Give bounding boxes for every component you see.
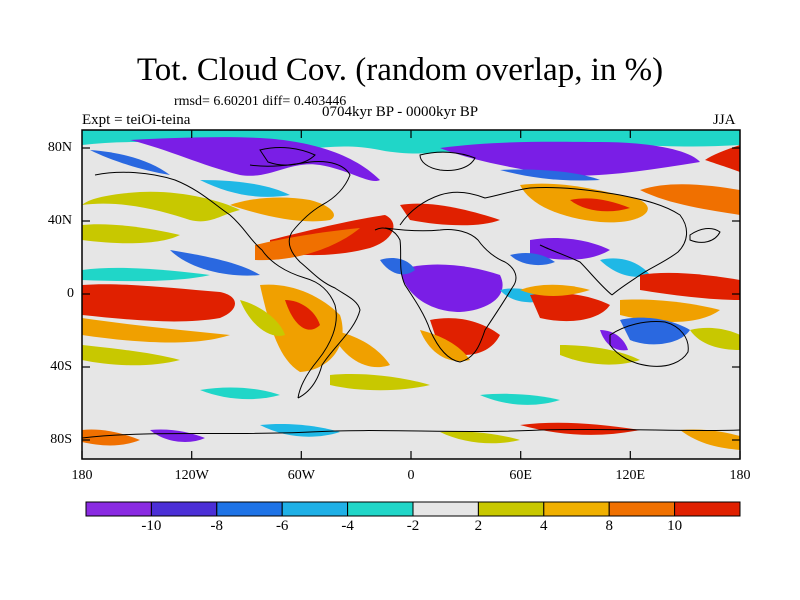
eurasia-coast (399, 186, 687, 296)
colorbar-swatch-3 (281, 501, 349, 517)
lat-label-80s: 80S (50, 432, 72, 447)
canada-cyan-patch (200, 180, 290, 197)
greenland-coast (259, 147, 316, 166)
antarctic-purple (150, 429, 205, 442)
north-equatorial-teal (82, 267, 210, 282)
colorbar-label-4: -2 (406, 518, 420, 534)
europe-red-patch (400, 203, 500, 226)
australia-purple (600, 330, 628, 351)
lon-label-60e: 60E (509, 468, 532, 483)
lon-label-120e: 120E (615, 468, 646, 483)
stats-line: rmsd= 6.60201 diff= 0.403446 (174, 94, 347, 109)
south-america-orange (260, 284, 343, 372)
colorbar-swatch-4 (347, 501, 414, 517)
colorbar-swatch-7 (543, 501, 610, 517)
south-america-yellow (240, 300, 285, 336)
lon-label-60w: 60W (287, 468, 315, 483)
southern-ocean-teal-1 (200, 387, 280, 400)
lat-label-40n: 40N (47, 213, 72, 228)
colorbar-label-8: 10 (667, 518, 683, 534)
colorbar (85, 501, 741, 517)
africa-coast (374, 227, 517, 363)
alaska-blue-patch (90, 150, 170, 175)
natl-darkorange-band (255, 228, 360, 261)
scandinavia-coast (419, 151, 476, 171)
americas-east-coast (249, 161, 361, 399)
colorbar-swatch-2 (216, 501, 283, 517)
coastlines (82, 147, 740, 439)
satl-yellow (330, 374, 430, 391)
lon-tick-marks (81, 130, 741, 459)
antarctic-darkorange-west (82, 429, 140, 446)
colorbar-swatch-8 (608, 501, 676, 517)
colorbar-swatch-1 (150, 501, 218, 517)
season-label: JJA (713, 112, 736, 128)
arabia-blue (510, 252, 555, 266)
sw-pacific-yellow (690, 327, 740, 350)
colorbar-label-6: 4 (540, 518, 548, 534)
equatorial-pacific-orange (82, 318, 230, 343)
se-asia-cyan (600, 258, 650, 277)
indian-ocean-red (530, 293, 610, 322)
lon-label-0: 0 (407, 468, 415, 483)
central-america-blue (170, 250, 260, 276)
colorbar-label-2: -6 (275, 518, 289, 534)
asia-red-patch (570, 198, 630, 212)
colorbar-swatch-9 (674, 501, 741, 517)
antarctic-cyan (260, 423, 340, 437)
southern-africa-orange (420, 330, 470, 362)
colorbar-swatch-0 (85, 501, 152, 517)
period-label: 0704kyr BP - 0000kyr BP (322, 104, 479, 120)
map-title: Tot. Cloud Cov. (random overlap, in %) (136, 52, 664, 88)
southern-ocean-teal-2 (480, 393, 560, 405)
satl-orange (330, 330, 390, 368)
npac-east-darkorange (640, 184, 740, 215)
sio-yellow (560, 345, 640, 365)
lat-label-40s: 40S (50, 359, 72, 374)
arctic-red-east (705, 145, 740, 172)
npac-west-yellow (82, 224, 180, 244)
lon-label-120w: 120W (174, 468, 209, 483)
indian-ocean-orange (520, 284, 590, 296)
colorbar-swatch-6 (477, 501, 545, 517)
colorbar-label-3: -4 (341, 518, 354, 534)
lon-label-180w: 180 (71, 468, 93, 483)
antarctic-yellow (440, 431, 520, 444)
west-africa-blue (380, 258, 415, 275)
equatorial-pacific-red (82, 284, 235, 322)
south-america-red (285, 300, 320, 330)
africa-purple (400, 264, 503, 312)
west-pacific-red (640, 272, 740, 300)
colorbar-label-5: 2 (474, 518, 483, 534)
siberia-blue-patch (500, 169, 600, 181)
antarctic-orange-east (680, 429, 740, 450)
spac-yellow-band (82, 345, 180, 366)
antarctica-coast (82, 428, 740, 439)
south-asia-coast (539, 244, 613, 296)
arctic-purple-patch-west (130, 137, 380, 182)
npac-yellow (82, 191, 240, 222)
cloud-cover-field (82, 130, 740, 459)
americas-west-coast (94, 171, 337, 399)
colorbar-label-0: -10 (141, 518, 162, 534)
experiment-label: Expt = teiOi-teina (82, 112, 191, 128)
antarctic-red (520, 422, 640, 435)
arctic-purple-patch-east (440, 141, 700, 176)
colorbar-label-1: -8 (210, 518, 224, 534)
lat-label-80n: 80N (47, 140, 72, 155)
lat-label-0: 0 (67, 286, 74, 301)
colorbar-swatch-5 (412, 501, 479, 517)
lat-tick-marks (82, 147, 740, 441)
australia-coast (609, 321, 689, 367)
japan-coast (689, 227, 721, 243)
lon-label-180e: 180 (729, 468, 751, 483)
india-purple (530, 238, 610, 260)
maritime-orange (620, 299, 720, 322)
colorbar-label-7: 8 (605, 518, 613, 534)
